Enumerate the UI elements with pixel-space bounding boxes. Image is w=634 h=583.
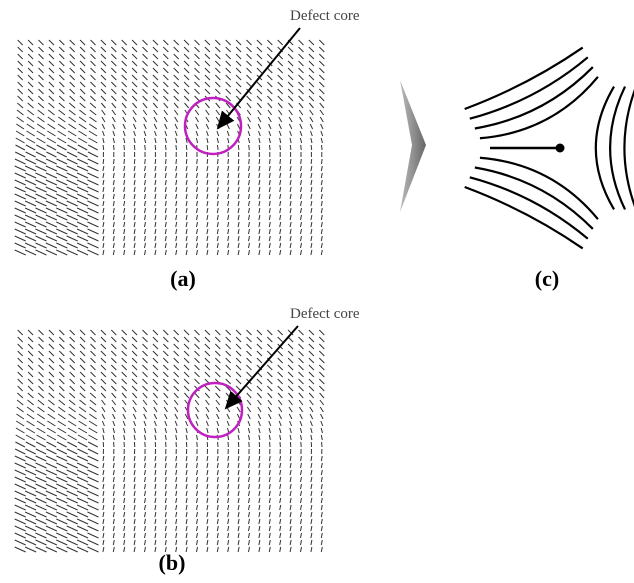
molecule-column [195,330,200,552]
molecule-column [15,40,26,255]
molecule-column [184,330,189,552]
molecule-column [122,40,127,255]
molecule-column [184,40,189,255]
molecule-column [267,40,272,255]
transition-arrow [400,80,426,212]
molecule-column [122,330,127,552]
molecule-column [236,330,241,552]
molecule-column [278,40,283,255]
molecule-column [288,40,293,255]
molecule-column [15,330,26,552]
molecule-column [36,40,47,255]
molecule-column [46,40,57,255]
molecule-column [319,330,324,552]
molecule-column [153,40,158,255]
molecule-column [163,40,168,255]
molecule-column [299,40,304,255]
molecule-column [153,330,158,552]
molecule-field-a [15,40,325,255]
molecule-column [319,40,324,255]
molecule-column [299,330,304,552]
molecule-column [101,330,106,552]
molecule-column [309,330,314,552]
molecule-column [77,330,88,552]
molecule-column [247,330,252,552]
molecule-column [205,40,210,255]
molecule-column [278,330,283,552]
panel-label: (c) [535,266,559,291]
molecule-column [101,40,106,255]
molecule-column [143,40,148,255]
molecule-column [309,40,314,255]
molecule-column [46,330,57,552]
molecule-column [56,40,67,255]
defect-circle [185,98,241,154]
molecule-column [77,40,88,255]
molecule-column [163,330,168,552]
molecule-column [267,330,272,552]
molecule-column [88,330,99,552]
defect-schematic [465,48,634,249]
annotation: Defect core [290,306,360,322]
molecule-column [132,40,137,255]
molecule-column [67,330,78,552]
molecule-column [36,330,47,552]
molecule-column [247,40,252,255]
molecule-column [67,40,78,255]
molecule-column [25,330,36,552]
panel-label: (a) [170,266,196,291]
molecule-column [132,330,137,552]
molecule-column [205,330,210,552]
molecule-column [226,330,231,552]
molecule-column [88,40,99,255]
panel-label: (b) [159,550,186,575]
molecule-column [257,330,262,552]
director-line [596,87,614,210]
annotation: Defect core [290,8,360,24]
molecule-column [174,330,179,552]
molecule-column [111,40,116,255]
molecule-column [257,40,262,255]
molecule-column [143,330,148,552]
figure: Defect core (a) Defect core (b) (c) [0,0,634,583]
defect-circle [188,383,242,437]
molecule-column [56,330,67,552]
molecule-column [111,330,116,552]
molecule-column [174,40,179,255]
molecule-column [288,330,293,552]
molecule-field-b [15,330,325,552]
molecule-column [25,40,36,255]
director-line [624,87,634,210]
director-line [610,87,625,210]
molecule-column [236,40,241,255]
pointer-arrow [218,28,300,128]
molecule-column [215,40,220,255]
molecule-column [215,330,220,552]
